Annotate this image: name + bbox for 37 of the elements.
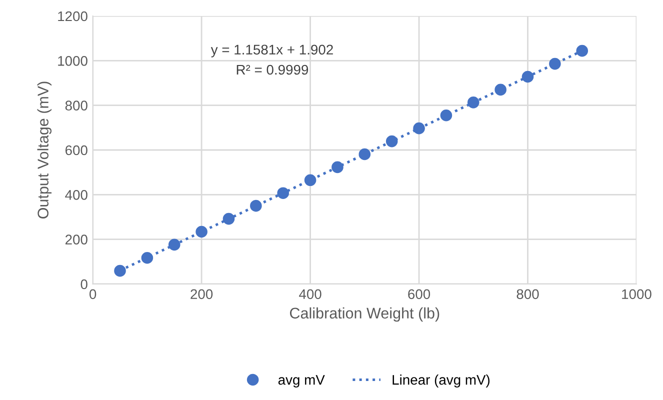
x-tick-label: 800 — [516, 289, 539, 300]
x-tick-label: 0 — [90, 289, 96, 300]
point — [168, 238, 180, 251]
point — [413, 122, 425, 134]
point — [576, 44, 588, 57]
y-tick-label: 600 — [65, 145, 88, 156]
y-tick-label: 400 — [65, 190, 88, 200]
x-tick-label: 400 — [299, 289, 322, 300]
x-axis-title: Calibration Weight (lb) — [290, 307, 440, 322]
y-tick-label: 800 — [65, 100, 88, 111]
point — [467, 96, 480, 108]
point — [440, 109, 452, 122]
point — [386, 135, 398, 148]
point — [250, 200, 262, 212]
point — [141, 252, 154, 264]
y-axis-title: Output Voltage (mV) — [37, 82, 52, 218]
annotation: y = 1.1581x + 1.902 — [210, 44, 333, 58]
y-tick-label: 0 — [80, 279, 88, 290]
y-tick-label: 1200 — [58, 11, 88, 22]
point — [196, 226, 208, 238]
legend-label: Linear (avg mV) — [392, 374, 490, 388]
point — [304, 174, 316, 186]
y-tick-label: 200 — [65, 234, 88, 245]
point — [114, 264, 126, 277]
point — [522, 70, 534, 83]
point — [222, 212, 235, 225]
point — [549, 58, 561, 70]
point — [332, 161, 344, 174]
point — [358, 148, 371, 160]
x-tick-label: 1000 — [622, 289, 652, 300]
x-tick-label: 200 — [190, 289, 213, 300]
x-tick-label: 600 — [408, 289, 430, 300]
point — [277, 187, 290, 200]
annotation: R² = 0.9999 — [236, 64, 308, 75]
point — [494, 84, 506, 96]
y-tick-label: 1000 — [58, 56, 88, 66]
legend-label: avg mV — [278, 375, 325, 388]
